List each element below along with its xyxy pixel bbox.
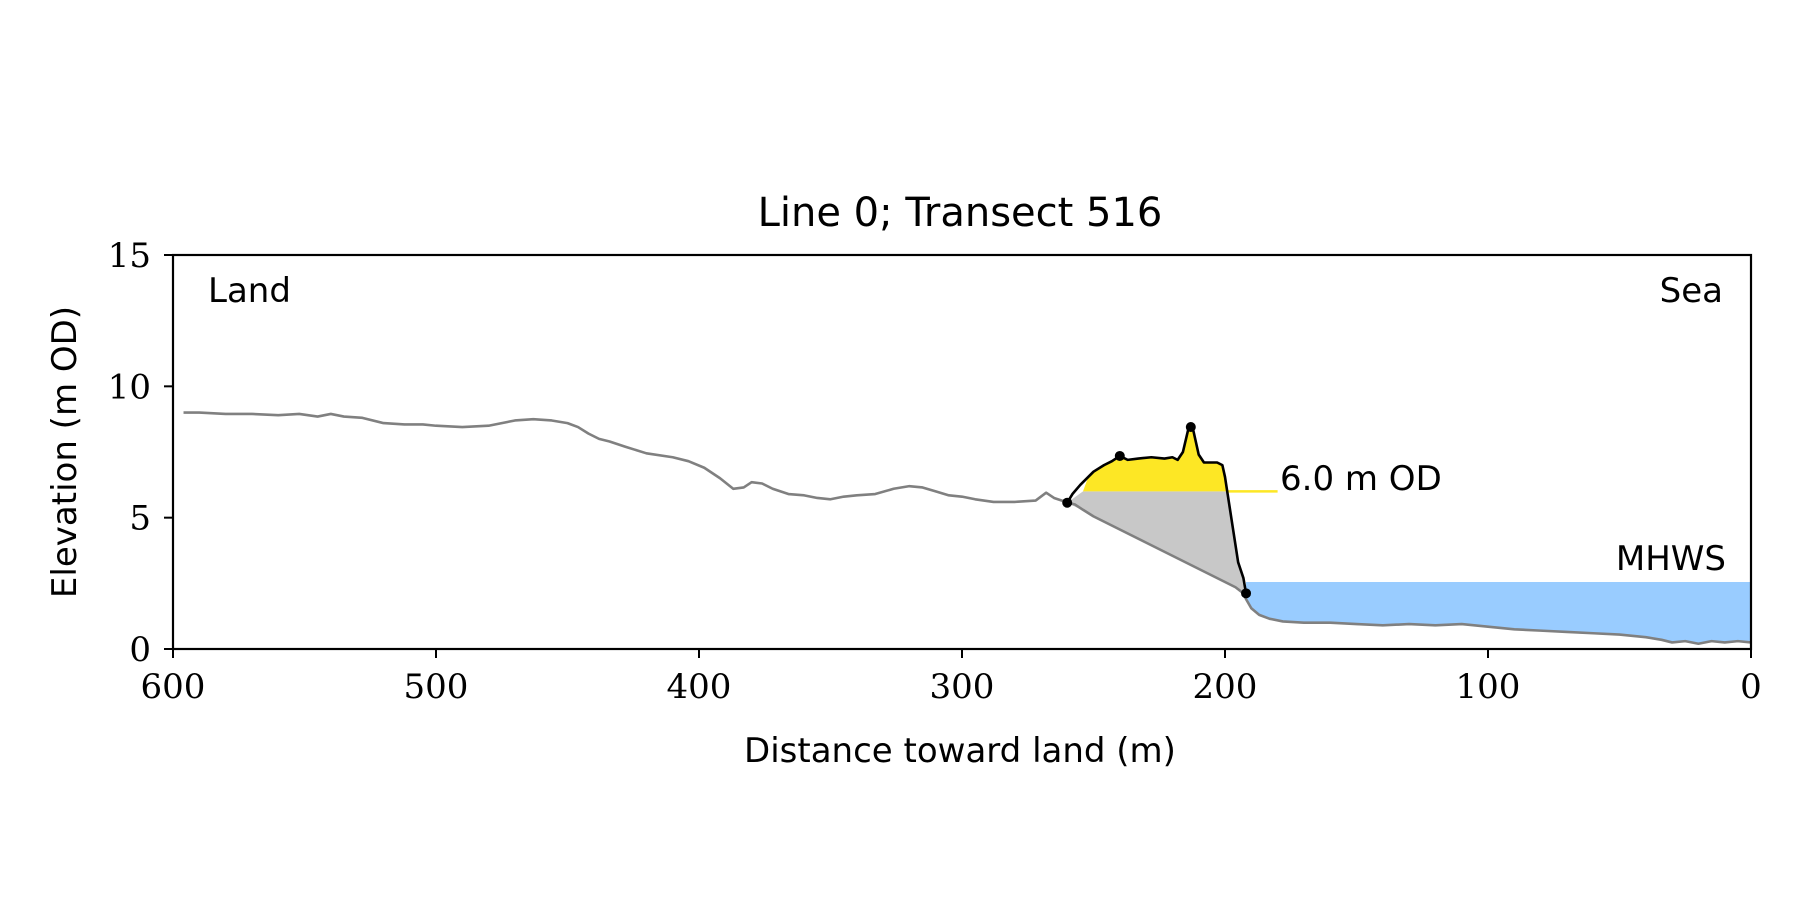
sediment-wedge-fill <box>1067 491 1247 594</box>
y-tick-label: 5 <box>129 499 151 539</box>
land-label: Land <box>208 271 291 311</box>
x-axis-label: Distance toward land (m) <box>744 731 1176 771</box>
sea-label: Sea <box>1660 271 1723 311</box>
dune-outline-line <box>1066 425 1248 594</box>
point-layer <box>1062 422 1252 599</box>
tick-layer: 600 500 400 300 200 100 0 0 5 10 15 <box>108 236 1762 707</box>
x-tick-label: 500 <box>404 667 469 707</box>
dune-volume-fill <box>1082 427 1228 492</box>
chart-title: Line 0; Transect 516 <box>758 190 1163 236</box>
key-point-marker <box>1062 497 1073 508</box>
line-layer <box>183 411 1752 646</box>
x-tick-label: 400 <box>667 667 732 707</box>
x-tick-label: 0 <box>1740 667 1762 707</box>
x-tick-label: 100 <box>1456 667 1521 707</box>
key-point-marker <box>1241 588 1252 599</box>
mhws-label: MHWS <box>1616 539 1726 579</box>
elevation-profile-line <box>183 411 1752 646</box>
y-tick-label: 15 <box>108 236 151 276</box>
x-tick-label: 200 <box>1193 667 1258 707</box>
x-tick-label: 600 <box>141 667 206 707</box>
y-axis-label: Elevation (m OD) <box>45 306 85 598</box>
mhws-water-fill <box>1246 582 1751 644</box>
y-tick-label: 0 <box>129 630 151 670</box>
fill-layer <box>1067 427 1751 644</box>
x-tick-label: 300 <box>930 667 995 707</box>
od-level-label: 6.0 m OD <box>1280 459 1442 499</box>
key-point-marker <box>1114 450 1125 461</box>
y-tick-label: 10 <box>108 367 151 407</box>
key-point-marker <box>1185 422 1196 433</box>
